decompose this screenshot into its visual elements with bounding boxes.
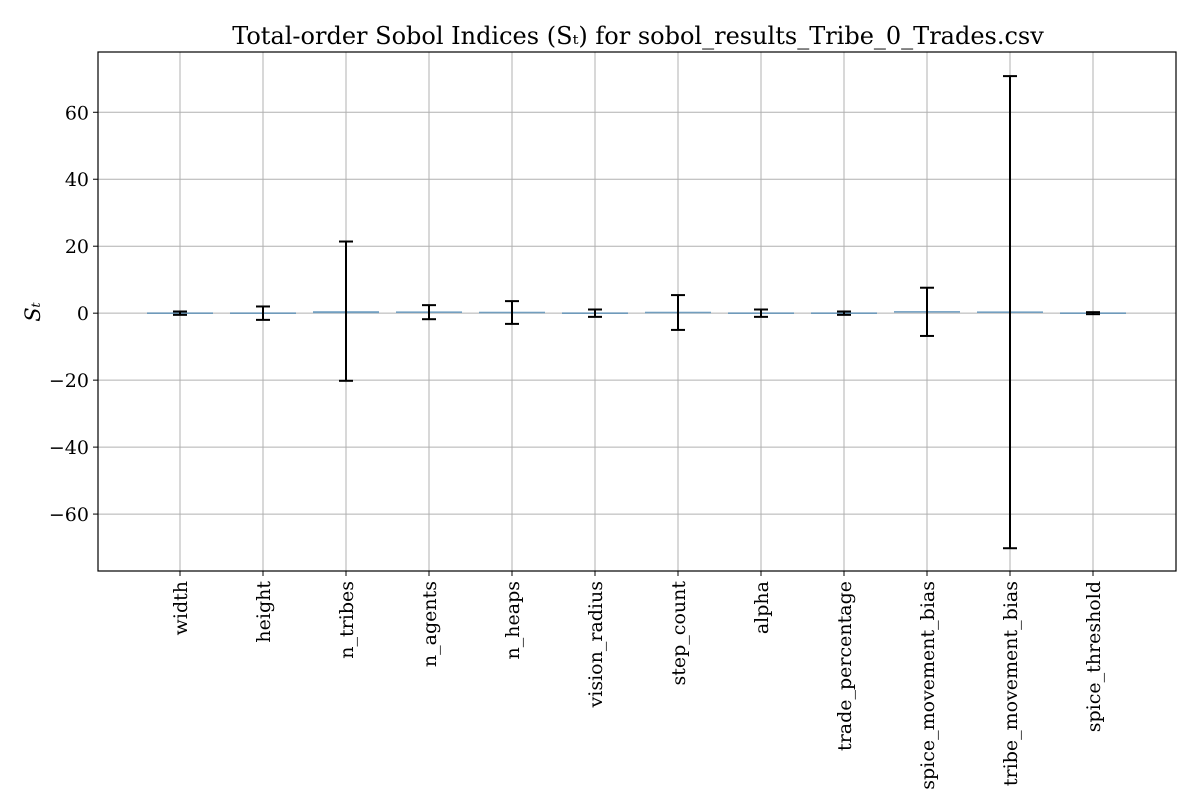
y-tick-label: 60 [65, 102, 89, 124]
x-tick-label: trade_percentage [834, 581, 856, 751]
x-axis-ticks: width height n_tribes n_agents n_heaps vision… [170, 571, 1105, 790]
x-tick-label: alpha [751, 581, 773, 634]
y-tick-label: −60 [49, 504, 89, 526]
y-tick-label: −20 [49, 370, 89, 392]
x-tick-label: spice_movement_bias [917, 581, 939, 790]
x-tick-label: vision_radius [585, 581, 607, 708]
x-tick-label: n_agents [419, 581, 441, 667]
x-tick-label: spice_threshold [1083, 581, 1105, 732]
y-tick-label: 0 [77, 303, 89, 325]
y-tick-label: 20 [65, 236, 89, 258]
y-axis-ticks: −60 −40 −20 0 20 40 60 [49, 102, 98, 526]
y-axis-label: Sₜ [21, 302, 45, 322]
chart-title: Total-order Sobol Indices (Sₜ) for sobol… [232, 22, 1044, 50]
y-tick-label: −40 [49, 437, 89, 459]
x-tick-label: tribe_movement_bias [1000, 581, 1022, 786]
x-tick-label: step_count [668, 581, 690, 686]
x-tick-label: height [253, 581, 275, 643]
error-bars [173, 75, 1100, 550]
plot-frame [97, 51, 1177, 572]
x-tick-label: width [170, 581, 192, 635]
x-tick-label: n_tribes [336, 581, 358, 659]
x-tick-label: n_heaps [502, 581, 524, 659]
y-tick-label: 40 [65, 169, 89, 191]
